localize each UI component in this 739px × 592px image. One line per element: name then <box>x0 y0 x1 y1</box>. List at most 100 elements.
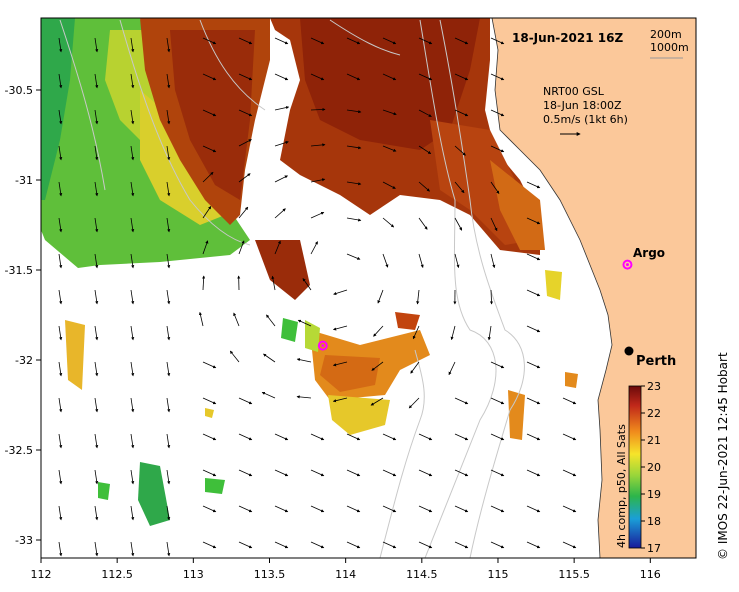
current-arrow <box>274 469 289 477</box>
current-arrow <box>454 469 469 477</box>
current-source-label: NRT00 GSL <box>543 85 605 98</box>
current-arrow <box>490 469 505 477</box>
current-arrow <box>166 469 171 485</box>
current-arrow <box>418 505 433 513</box>
current-arrow <box>261 391 276 399</box>
current-scale-label: 0.5m/s (1kt 6h) <box>543 113 628 126</box>
current-arrow <box>166 109 171 125</box>
depth-legend-200m: 200m <box>650 28 682 41</box>
current-arrow <box>94 253 99 269</box>
current-arrow <box>454 541 469 549</box>
current-arrow <box>274 73 289 81</box>
current-arrow <box>202 240 209 255</box>
current-arrow <box>94 145 99 161</box>
current-arrow <box>58 145 63 161</box>
current-arrow <box>490 505 505 513</box>
current-arrow <box>130 253 135 269</box>
current-arrow <box>58 289 63 305</box>
current-arrow <box>373 325 384 337</box>
current-arrow <box>274 505 289 513</box>
current-arrow <box>58 361 63 377</box>
current-arrow <box>410 361 420 374</box>
current-arrow <box>58 397 63 413</box>
current-arrow <box>382 217 395 228</box>
current-arrow <box>238 433 253 441</box>
current-arrow <box>310 73 325 81</box>
current-arrow <box>346 253 361 260</box>
current-arrow <box>418 469 433 477</box>
current-arrow <box>310 241 318 255</box>
current-arrow <box>130 145 135 161</box>
current-arrow <box>263 353 276 363</box>
current-arrow <box>526 325 541 333</box>
current-arrow <box>454 109 469 117</box>
current-arrows <box>58 37 577 557</box>
current-arrow <box>238 173 251 183</box>
current-arrow <box>94 433 99 449</box>
current-arrow <box>346 541 361 549</box>
current-arrow <box>310 469 325 477</box>
current-arrow <box>371 361 384 371</box>
current-arrow <box>526 469 541 477</box>
current-arrow <box>130 109 135 125</box>
current-arrow <box>526 217 541 225</box>
current-arrow <box>238 37 253 45</box>
current-arrow <box>562 397 577 405</box>
current-arrow <box>448 361 456 376</box>
current-arrow <box>526 505 541 513</box>
current-arrow <box>454 217 463 231</box>
current-arrow <box>418 253 424 268</box>
x-axis: 112 112.5 113 113.5 114 114.5 115 115.5 116 <box>31 558 661 581</box>
colorbar-caption: 4h comp, p50, All Sats <box>615 424 628 548</box>
current-arrow <box>229 350 240 363</box>
current-arrow <box>418 181 430 192</box>
current-arrow <box>166 505 171 521</box>
current-arrow <box>454 37 469 45</box>
current-arrow <box>382 253 389 268</box>
colorbar-tick-label: 18 <box>647 515 661 528</box>
current-arrow <box>58 37 63 53</box>
current-arrow <box>382 37 397 45</box>
x-tick-label: 115.5 <box>558 568 590 581</box>
current-arrow <box>94 505 99 521</box>
current-arrow <box>166 361 171 377</box>
current-arrow <box>130 505 135 521</box>
current-arrow <box>333 289 348 296</box>
colorbar-ticks: 23 22 21 20 19 18 17 <box>641 380 661 555</box>
current-time-label: 18-Jun 18:00Z <box>543 99 622 112</box>
depth-legend-1000m: 1000m <box>650 41 689 54</box>
x-tick-label: 114 <box>335 568 356 581</box>
argo-float-marker <box>622 259 633 270</box>
current-arrow <box>418 541 433 549</box>
current-arrow <box>526 253 541 261</box>
current-arrow <box>526 181 541 189</box>
current-arrow <box>58 217 63 233</box>
current-arrow <box>302 278 312 291</box>
current-arrow <box>454 181 465 194</box>
current-arrow <box>130 289 135 305</box>
argo-float-dot <box>625 263 629 267</box>
current-arrow <box>490 253 496 269</box>
current-arrow <box>490 73 505 81</box>
current-arrow <box>274 141 289 147</box>
y-tick-label: -31 <box>15 174 33 187</box>
y-axis: -30.5 -31 -31.5 -32 -32.5 -33 <box>5 84 41 547</box>
current-arrow <box>310 178 326 183</box>
current-arrow <box>377 289 384 304</box>
current-arrow <box>332 325 348 331</box>
current-arrow <box>58 433 63 449</box>
current-arrow <box>346 73 361 81</box>
current-arrow <box>332 397 348 403</box>
current-arrow <box>166 541 171 557</box>
current-arrow <box>58 325 63 341</box>
current-arrow <box>490 145 505 153</box>
current-arrow <box>382 73 397 81</box>
current-arrow <box>562 469 577 477</box>
current-arrow <box>233 312 240 327</box>
current-arrow <box>58 73 63 89</box>
current-arrow <box>562 433 577 441</box>
current-arrow <box>130 37 135 53</box>
y-tick-label: -31.5 <box>5 264 33 277</box>
current-arrow <box>166 433 171 449</box>
current-arrow <box>489 289 494 305</box>
